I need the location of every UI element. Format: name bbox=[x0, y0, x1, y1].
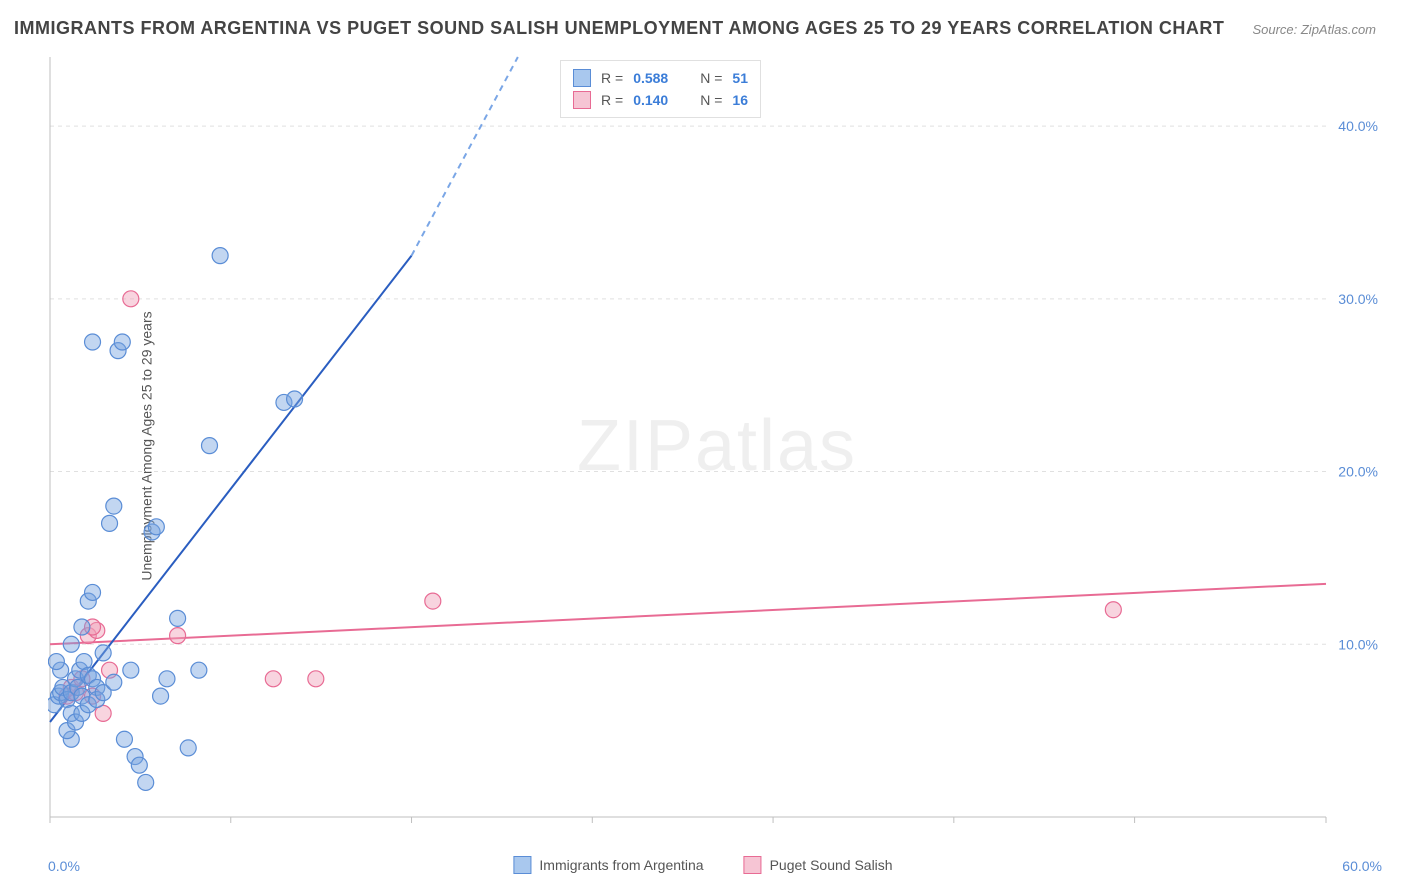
source-attribution: Source: ZipAtlas.com bbox=[1252, 22, 1376, 37]
swatch-argentina bbox=[573, 69, 591, 87]
legend-item-argentina: Immigrants from Argentina bbox=[513, 856, 703, 874]
r-label: R = bbox=[601, 89, 623, 111]
x-axis-max-label: 60.0% bbox=[1342, 858, 1382, 874]
swatch-salish bbox=[744, 856, 762, 874]
swatch-argentina bbox=[513, 856, 531, 874]
svg-text:30.0%: 30.0% bbox=[1338, 291, 1378, 307]
svg-text:20.0%: 20.0% bbox=[1338, 464, 1378, 480]
stats-legend: R = 0.588 N = 51 R = 0.140 N = 16 bbox=[560, 60, 761, 118]
r-value-salish: 0.140 bbox=[633, 89, 668, 111]
r-value-argentina: 0.588 bbox=[633, 67, 668, 89]
n-value-argentina: 51 bbox=[732, 67, 748, 89]
swatch-salish bbox=[573, 91, 591, 109]
x-axis-min-label: 0.0% bbox=[48, 858, 80, 874]
r-label: R = bbox=[601, 67, 623, 89]
chart-title: IMMIGRANTS FROM ARGENTINA VS PUGET SOUND… bbox=[14, 18, 1224, 39]
series-legend: Immigrants from Argentina Puget Sound Sa… bbox=[513, 856, 892, 874]
scatter-chart: 10.0%20.0%30.0%40.0% ZIPatlas bbox=[48, 55, 1386, 837]
legend-label-argentina: Immigrants from Argentina bbox=[539, 857, 703, 873]
stats-row-salish: R = 0.140 N = 16 bbox=[573, 89, 748, 111]
n-label: N = bbox=[700, 67, 722, 89]
legend-item-salish: Puget Sound Salish bbox=[744, 856, 893, 874]
svg-text:40.0%: 40.0% bbox=[1338, 118, 1378, 134]
n-label: N = bbox=[700, 89, 722, 111]
n-value-salish: 16 bbox=[732, 89, 748, 111]
svg-text:10.0%: 10.0% bbox=[1338, 636, 1378, 652]
legend-label-salish: Puget Sound Salish bbox=[770, 857, 893, 873]
stats-row-argentina: R = 0.588 N = 51 bbox=[573, 67, 748, 89]
